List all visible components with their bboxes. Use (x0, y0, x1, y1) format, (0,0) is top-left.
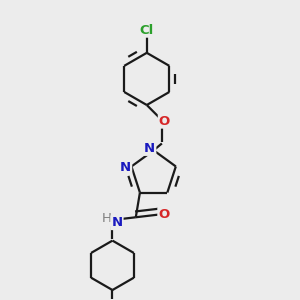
Text: N: N (120, 160, 131, 174)
Text: N: N (111, 216, 122, 229)
Text: Cl: Cl (140, 24, 154, 37)
Text: N: N (144, 142, 155, 155)
Text: O: O (158, 208, 169, 221)
Text: H: H (102, 212, 112, 225)
Text: O: O (159, 115, 170, 128)
